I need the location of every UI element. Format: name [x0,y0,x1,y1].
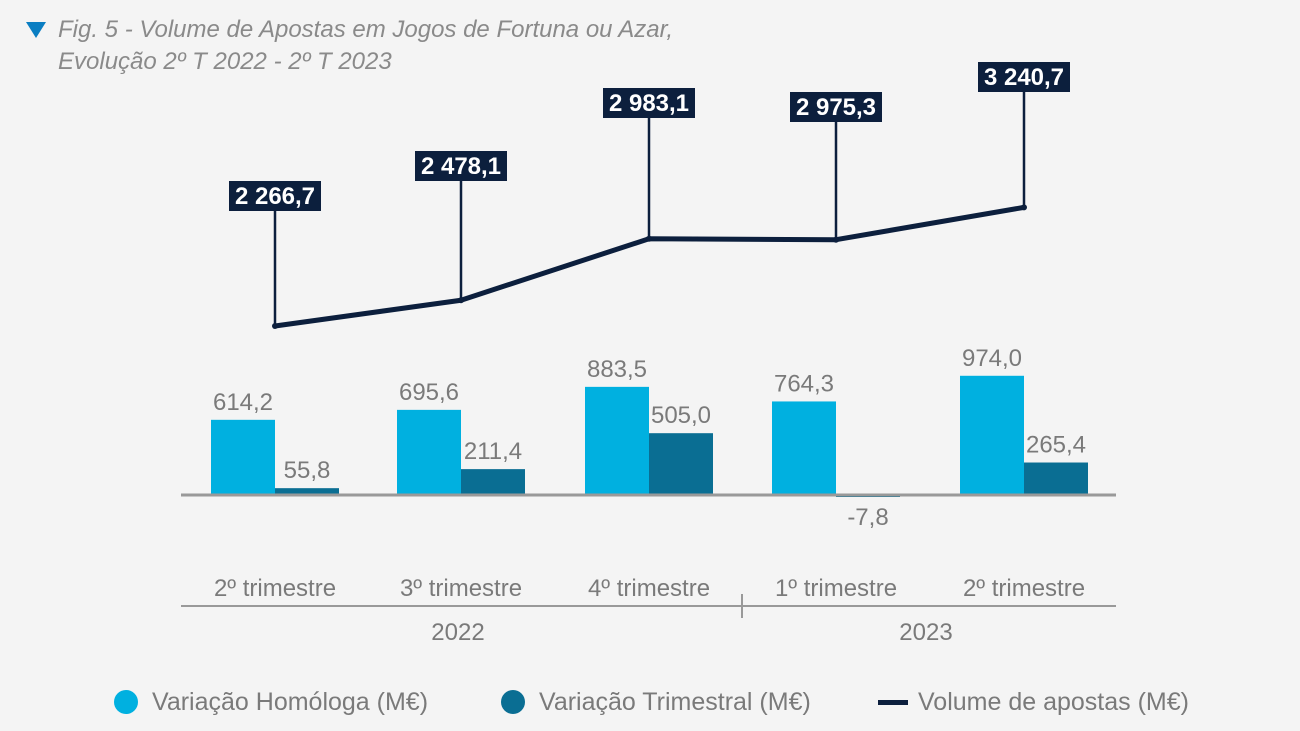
volume-point [833,236,839,243]
x-tick-label: 2º trimestre [214,575,336,602]
chart-title-line-1: Fig. 5 - Volume de Apostas em Jogos de F… [58,16,673,43]
data-label-trimestral: 265,4 [1026,432,1086,459]
legend-swatch-volume [878,700,908,705]
x-tick-label: 4º trimestre [588,575,710,602]
data-label-homologa: 614,2 [213,389,273,416]
bar-homologa [211,419,275,495]
x-tick-label: 2º trimestre [963,575,1085,602]
legend-label-homologa: Variação Homóloga (M€) [152,688,429,716]
chart-title-line-2: Evolução 2º T 2022 - 2º T 2023 [58,48,392,75]
legend-label-volume: Volume de apostas (M€) [918,688,1189,716]
data-label-trimestral: 211,4 [464,438,522,465]
bar-trimestral [275,488,339,495]
data-label-homologa: 883,5 [587,356,647,383]
bar-homologa [585,386,649,495]
bar-homologa [772,401,836,495]
x-tick-label: 1º trimestre [775,575,897,602]
volume-point [458,297,464,304]
bar-trimestral [461,469,525,495]
bar-trimestral [1024,462,1088,495]
legend-swatch-homologa [114,690,138,714]
year-label: 2022 [431,619,484,646]
bar-homologa [397,409,461,495]
bar-homologa [960,375,1024,495]
data-label-homologa: 695,6 [399,379,459,406]
data-label-trimestral: 55,8 [284,457,331,484]
volume-point [1021,204,1027,211]
data-label-trimestral: 505,0 [651,402,711,429]
legend-label-trimestral: Variação Trimestral (M€) [539,688,811,716]
x-tick-label: 3º trimestre [400,575,522,602]
volume-label-box [229,181,321,211]
volume-data-label: 3 240,7 [984,64,1064,91]
volume-point [272,323,278,329]
year-label: 2023 [899,619,952,646]
data-label-homologa: 764,3 [774,370,834,397]
volume-label-box [978,62,1070,92]
volume-label-box [790,92,882,122]
data-label-trimestral: -7,8 [847,504,888,531]
volume-point [646,235,652,242]
volume-label-box [603,88,695,118]
volume-data-label: 2 266,7 [235,183,315,210]
volume-label-box [415,151,507,181]
volume-data-label: 2 975,3 [796,94,876,121]
data-label-homologa: 974,0 [962,345,1022,372]
volume-data-label: 2 478,1 [421,153,501,180]
triangle-down-icon [26,22,46,38]
legend-swatch-trimestral [501,690,525,714]
bar-trimestral [649,433,713,495]
volume-data-label: 2 983,1 [609,90,689,117]
